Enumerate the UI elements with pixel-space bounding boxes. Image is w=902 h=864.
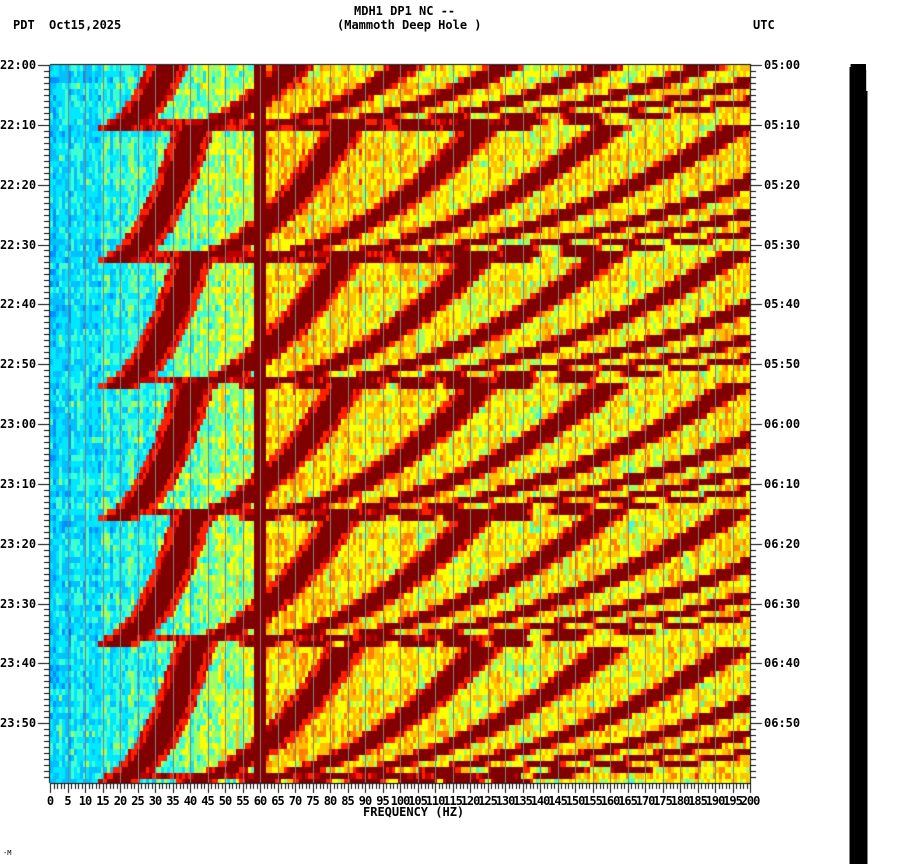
x-tick-label: 5 bbox=[64, 794, 71, 808]
x-tick-label: 135 bbox=[513, 794, 533, 808]
y-tick-label-right: 06:10 bbox=[764, 476, 801, 491]
y-tick-label-right: 05:20 bbox=[764, 177, 801, 192]
y-tick-label-left: 22:50 bbox=[0, 357, 37, 372]
y-tick-label-right: 06:40 bbox=[764, 656, 801, 671]
x-tick-label: 100 bbox=[390, 794, 411, 808]
x-tick-label: 70 bbox=[288, 794, 302, 808]
x-tick-label: 130 bbox=[495, 794, 516, 808]
x-tick-label: 85 bbox=[341, 794, 354, 808]
x-tick-label: 195 bbox=[723, 794, 743, 808]
x-tick-label: 35 bbox=[166, 794, 179, 808]
y-tick-label-right: 06:50 bbox=[764, 716, 801, 731]
x-tick-label: 120 bbox=[460, 794, 481, 808]
y-tick-label-right: 05:40 bbox=[764, 297, 801, 312]
y-tick-label-left: 23:50 bbox=[0, 716, 37, 731]
y-tick-label-right: 05:30 bbox=[764, 237, 801, 252]
x-tick-label: 15 bbox=[96, 794, 109, 808]
x-tick-label: 160 bbox=[600, 794, 621, 808]
x-tick-label: 40 bbox=[183, 794, 197, 808]
y-tick-label-left: 22:20 bbox=[0, 177, 37, 192]
x-tick-label: 165 bbox=[618, 794, 638, 808]
x-tick-label: 0 bbox=[46, 794, 54, 808]
x-tick-label: 75 bbox=[306, 794, 319, 808]
x-tick-label: 90 bbox=[358, 794, 372, 808]
x-tick-label: 200 bbox=[740, 794, 761, 808]
y-tick-label-right: 06:00 bbox=[764, 417, 801, 431]
footer-mark: -M bbox=[3, 849, 12, 857]
x-tick-label: 45 bbox=[201, 794, 214, 808]
left-timezone-label: PDT bbox=[13, 18, 35, 32]
y-tick-label-left: 22:00 bbox=[0, 58, 37, 72]
y-tick-label-left: 23:10 bbox=[0, 476, 37, 491]
x-tick-label: 65 bbox=[271, 794, 284, 808]
y-tick-label-right: 06:30 bbox=[764, 596, 801, 611]
x-tick-label: 55 bbox=[236, 794, 249, 808]
y-tick-label-left: 23:40 bbox=[0, 656, 37, 671]
x-tick-label: 110 bbox=[425, 794, 446, 808]
y-tick-label-left: 22:30 bbox=[0, 237, 37, 252]
x-tick-label: 145 bbox=[548, 794, 568, 808]
y-tick-label-right: 05:50 bbox=[764, 357, 801, 372]
x-tick-label: 105 bbox=[408, 794, 428, 808]
y-tick-label-left: 23:20 bbox=[0, 536, 37, 551]
x-tick-label: 80 bbox=[323, 794, 337, 808]
y-tick-label-right: 05:10 bbox=[764, 117, 801, 132]
y-tick-label-left: 23:00 bbox=[0, 417, 37, 431]
helicorder-amplitude-bar bbox=[851, 64, 866, 784]
x-tick-label: 180 bbox=[670, 794, 691, 808]
x-tick-label: 125 bbox=[478, 794, 498, 808]
x-tick-label: 185 bbox=[688, 794, 708, 808]
x-tick-label: 60 bbox=[253, 794, 267, 808]
y-tick-label-right: 05:00 bbox=[764, 58, 801, 72]
x-tick-label: 20 bbox=[113, 794, 127, 808]
spectrogram-heatmap bbox=[50, 65, 750, 783]
y-tick-label-left: 23:30 bbox=[0, 596, 37, 611]
x-tick-label: 140 bbox=[530, 794, 551, 808]
x-tick-label: 175 bbox=[653, 794, 673, 808]
title-line-1: MDH1 DP1 NC -- bbox=[354, 4, 456, 18]
x-tick-label: 190 bbox=[705, 794, 726, 808]
x-tick-label: 150 bbox=[565, 794, 586, 808]
right-timezone-label: UTC bbox=[753, 18, 775, 32]
y-tick-label-right: 06:20 bbox=[764, 536, 801, 551]
x-tick-label: 155 bbox=[583, 794, 603, 808]
y-tick-label-left: 22:40 bbox=[0, 297, 37, 312]
x-tick-label: 10 bbox=[78, 794, 92, 808]
x-tick-label: 115 bbox=[443, 794, 463, 808]
date-label: Oct15,2025 bbox=[49, 18, 122, 32]
x-tick-label: 95 bbox=[376, 794, 389, 808]
y-tick-label-left: 22:10 bbox=[0, 117, 37, 132]
x-axis-title: FREQUENCY (HZ) bbox=[363, 805, 465, 819]
x-tick-label: 170 bbox=[635, 794, 656, 808]
x-tick-label: 50 bbox=[218, 794, 232, 808]
title-line-2: (Mammoth Deep Hole ) bbox=[337, 18, 482, 32]
x-tick-label: 30 bbox=[148, 794, 162, 808]
x-tick-label: 25 bbox=[131, 794, 144, 808]
